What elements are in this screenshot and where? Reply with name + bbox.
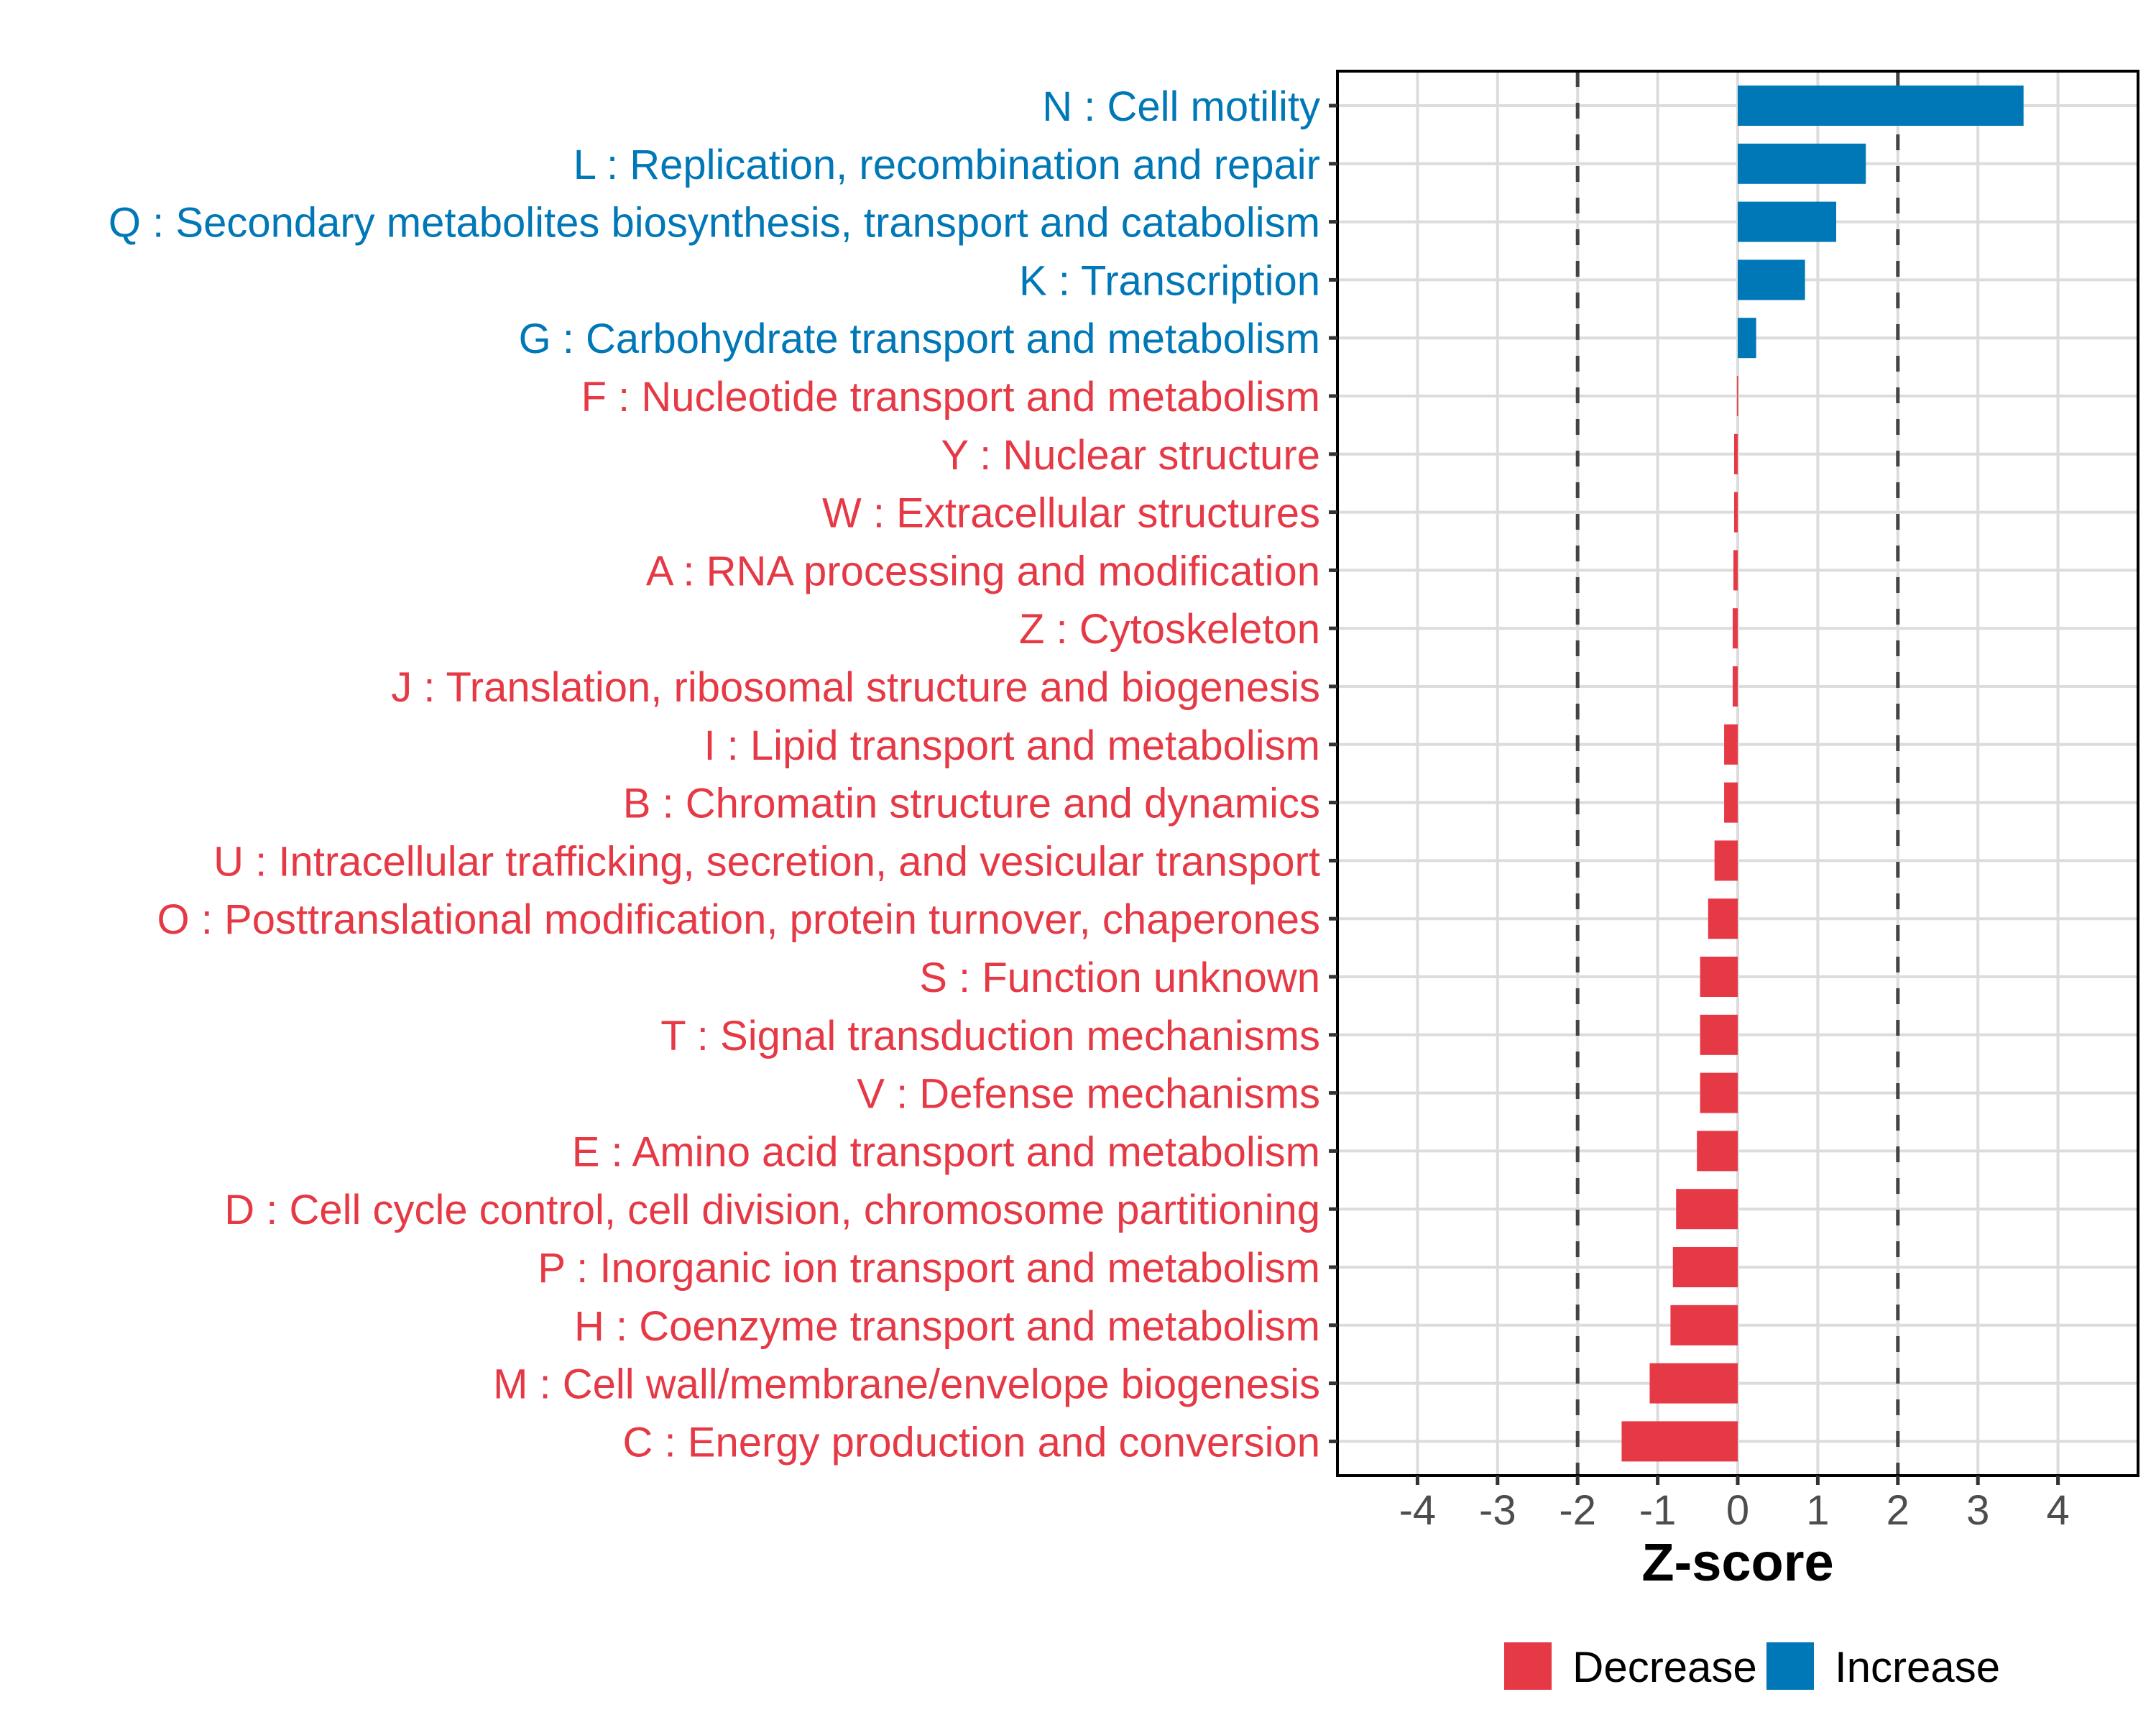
bar: [1738, 143, 1866, 184]
x-tick-label: -4: [1399, 1487, 1437, 1534]
bar: [1708, 898, 1738, 939]
y-tick-label: Q : Secondary metabolites biosynthesis, …: [109, 200, 1320, 247]
bar: [1738, 86, 2024, 126]
legend-label-increase: Increase: [1835, 1643, 2000, 1691]
x-tick-label: 0: [1726, 1487, 1749, 1534]
y-tick-label: A : RNA processing and modification: [646, 548, 1320, 594]
y-tick-label: L : Replication, recombination and repai…: [573, 142, 1320, 188]
y-tick-label: S : Function unknown: [919, 954, 1320, 1001]
bar: [1733, 492, 1738, 533]
y-tick-label: H : Coenzyme transport and metabolism: [574, 1303, 1320, 1350]
x-axis: -4 -3 -2 -1 0 1 2 3 4: [1399, 1476, 2070, 1534]
y-axis: N : Cell motility L : Replication, recomb…: [109, 83, 1337, 1466]
x-tick-label: 1: [1806, 1487, 1829, 1534]
bar: [1700, 957, 1738, 997]
bar: [1670, 1305, 1738, 1346]
bar: [1697, 1131, 1738, 1172]
bar: [1738, 259, 1805, 300]
bar: [1724, 724, 1738, 765]
bar: [1724, 782, 1738, 823]
y-tick-label: K : Transcription: [1019, 257, 1320, 304]
threshold-lines: [1575, 71, 1900, 1476]
x-tick-label: -1: [1639, 1487, 1677, 1534]
bar: [1738, 318, 1756, 359]
x-axis-title: Z-score: [1641, 1532, 1833, 1592]
x-tick-label: 2: [1886, 1487, 1909, 1534]
legend-key-increase: [1766, 1642, 1814, 1690]
y-tick-label: U : Intracellular trafficking, secretion…: [213, 838, 1320, 885]
legend-label-decrease: Decrease: [1572, 1643, 1757, 1691]
y-tick-label: N : Cell motility: [1042, 83, 1320, 130]
y-tick-label: Z : Cytoskeleton: [1019, 606, 1320, 653]
bars: [1621, 86, 2024, 1462]
bar: [1738, 201, 1837, 242]
bar: [1736, 376, 1738, 416]
x-tick-label: -2: [1559, 1487, 1596, 1534]
y-tick-label: W : Extracellular structures: [822, 490, 1320, 537]
bar: [1672, 1247, 1738, 1287]
bar: [1700, 1072, 1738, 1113]
y-tick-label: E : Amino acid transport and metabolism: [572, 1128, 1320, 1175]
y-tick-label: M : Cell wall/membrane/envelope biogenes…: [493, 1361, 1320, 1408]
y-tick-label: I : Lipid transport and metabolism: [704, 722, 1320, 769]
y-tick-label: O : Posttranslational modification, prot…: [157, 896, 1320, 943]
y-tick-label: Y : Nuclear structure: [941, 432, 1320, 479]
bar: [1733, 433, 1738, 474]
y-tick-label: P : Inorganic ion transport and metaboli…: [538, 1245, 1320, 1292]
bar: [1733, 550, 1738, 591]
y-tick-label: C : Energy production and conversion: [623, 1419, 1320, 1466]
x-tick-label: 4: [2046, 1487, 2069, 1534]
y-tick-label: D : Cell cycle control, cell division, c…: [224, 1187, 1320, 1233]
legend-key-decrease: [1504, 1642, 1552, 1690]
bar: [1676, 1189, 1738, 1230]
legend: Decrease Increase: [1504, 1642, 2000, 1691]
bar: [1732, 608, 1738, 649]
bar: [1700, 1014, 1738, 1055]
bar: [1649, 1363, 1738, 1404]
x-tick-label: -3: [1479, 1487, 1516, 1534]
bar: [1732, 666, 1738, 707]
bar: [1621, 1421, 1738, 1462]
bar: [1714, 840, 1738, 881]
y-tick-label: G : Carbohydrate transport and metabolis…: [519, 316, 1320, 362]
y-tick-label: B : Chromatin structure and dynamics: [623, 781, 1320, 827]
y-tick-label: T : Signal transduction mechanisms: [660, 1013, 1320, 1059]
y-tick-label: F : Nucleotide transport and metabolism: [581, 374, 1320, 420]
y-tick-label: V : Defense mechanisms: [857, 1071, 1320, 1118]
y-tick-label: J : Translation, ribosomal structure and…: [391, 664, 1320, 711]
x-tick-label: 3: [1966, 1487, 1989, 1534]
